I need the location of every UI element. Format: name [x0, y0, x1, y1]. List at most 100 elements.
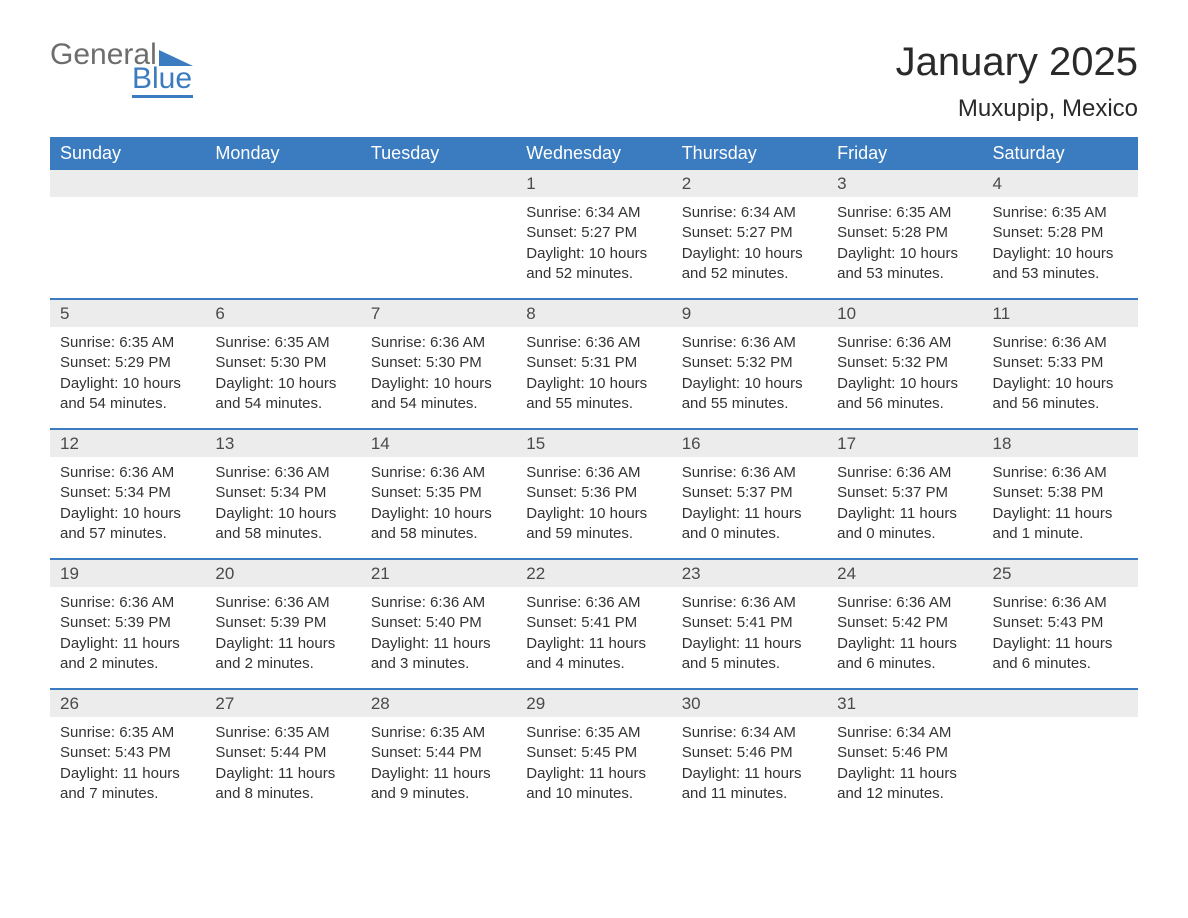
day-body: Sunrise: 6:36 AMSunset: 5:37 PMDaylight:…: [672, 457, 827, 554]
daylight-text: Daylight: 10 hours and 52 minutes.: [682, 244, 817, 285]
day-cell: 23Sunrise: 6:36 AMSunset: 5:41 PMDayligh…: [672, 560, 827, 688]
calendar: SundayMondayTuesdayWednesdayThursdayFrid…: [50, 137, 1138, 818]
daylight-text: Daylight: 10 hours and 56 minutes.: [993, 374, 1128, 415]
day-cell: 28Sunrise: 6:35 AMSunset: 5:44 PMDayligh…: [361, 690, 516, 818]
daylight-text: Daylight: 10 hours and 54 minutes.: [371, 374, 506, 415]
day-number: 22: [516, 560, 671, 587]
daylight-text: Daylight: 10 hours and 58 minutes.: [215, 504, 350, 545]
sunrise-text: Sunrise: 6:36 AM: [526, 593, 661, 613]
day-number: 20: [205, 560, 360, 587]
day-body: Sunrise: 6:36 AMSunset: 5:42 PMDaylight:…: [827, 587, 982, 684]
dow-cell: Tuesday: [361, 137, 516, 170]
day-number: 29: [516, 690, 671, 717]
day-body: Sunrise: 6:36 AMSunset: 5:40 PMDaylight:…: [361, 587, 516, 684]
sunrise-text: Sunrise: 6:34 AM: [837, 723, 972, 743]
day-body: Sunrise: 6:36 AMSunset: 5:32 PMDaylight:…: [827, 327, 982, 424]
week-row: 26Sunrise: 6:35 AMSunset: 5:43 PMDayligh…: [50, 688, 1138, 818]
day-cell: 1Sunrise: 6:34 AMSunset: 5:27 PMDaylight…: [516, 170, 671, 298]
day-cell: 26Sunrise: 6:35 AMSunset: 5:43 PMDayligh…: [50, 690, 205, 818]
week-row: 12Sunrise: 6:36 AMSunset: 5:34 PMDayligh…: [50, 428, 1138, 558]
day-cell: 27Sunrise: 6:35 AMSunset: 5:44 PMDayligh…: [205, 690, 360, 818]
sunset-text: Sunset: 5:34 PM: [60, 483, 195, 503]
day-cell: 6Sunrise: 6:35 AMSunset: 5:30 PMDaylight…: [205, 300, 360, 428]
sunset-text: Sunset: 5:31 PM: [526, 353, 661, 373]
location-label: Muxupip, Mexico: [896, 95, 1138, 123]
daylight-text: Daylight: 10 hours and 55 minutes.: [526, 374, 661, 415]
day-number: 23: [672, 560, 827, 587]
day-cell: 4Sunrise: 6:35 AMSunset: 5:28 PMDaylight…: [983, 170, 1138, 298]
daylight-text: Daylight: 11 hours and 2 minutes.: [60, 634, 195, 675]
day-number: [983, 690, 1138, 717]
daylight-text: Daylight: 10 hours and 53 minutes.: [837, 244, 972, 285]
day-cell: 30Sunrise: 6:34 AMSunset: 5:46 PMDayligh…: [672, 690, 827, 818]
day-cell: 16Sunrise: 6:36 AMSunset: 5:37 PMDayligh…: [672, 430, 827, 558]
daylight-text: Daylight: 10 hours and 52 minutes.: [526, 244, 661, 285]
sunrise-text: Sunrise: 6:36 AM: [837, 593, 972, 613]
day-cell: 8Sunrise: 6:36 AMSunset: 5:31 PMDaylight…: [516, 300, 671, 428]
daylight-text: Daylight: 10 hours and 53 minutes.: [993, 244, 1128, 285]
dow-cell: Thursday: [672, 137, 827, 170]
sunrise-text: Sunrise: 6:36 AM: [682, 333, 817, 353]
sunrise-text: Sunrise: 6:34 AM: [682, 203, 817, 223]
day-cell: 31Sunrise: 6:34 AMSunset: 5:46 PMDayligh…: [827, 690, 982, 818]
sunrise-text: Sunrise: 6:36 AM: [371, 593, 506, 613]
day-number: 25: [983, 560, 1138, 587]
sunrise-text: Sunrise: 6:35 AM: [526, 723, 661, 743]
day-body: Sunrise: 6:36 AMSunset: 5:43 PMDaylight:…: [983, 587, 1138, 684]
day-cell: 22Sunrise: 6:36 AMSunset: 5:41 PMDayligh…: [516, 560, 671, 688]
day-body: Sunrise: 6:34 AMSunset: 5:46 PMDaylight:…: [672, 717, 827, 814]
day-body: Sunrise: 6:35 AMSunset: 5:30 PMDaylight:…: [205, 327, 360, 424]
day-body: Sunrise: 6:35 AMSunset: 5:28 PMDaylight:…: [983, 197, 1138, 294]
day-body: Sunrise: 6:36 AMSunset: 5:31 PMDaylight:…: [516, 327, 671, 424]
day-body: Sunrise: 6:36 AMSunset: 5:34 PMDaylight:…: [205, 457, 360, 554]
logo-word2: Blue: [132, 64, 193, 98]
daylight-text: Daylight: 11 hours and 5 minutes.: [682, 634, 817, 675]
day-body: Sunrise: 6:35 AMSunset: 5:28 PMDaylight:…: [827, 197, 982, 294]
sunset-text: Sunset: 5:43 PM: [993, 613, 1128, 633]
day-cell: 29Sunrise: 6:35 AMSunset: 5:45 PMDayligh…: [516, 690, 671, 818]
sunset-text: Sunset: 5:32 PM: [682, 353, 817, 373]
day-cell: 12Sunrise: 6:36 AMSunset: 5:34 PMDayligh…: [50, 430, 205, 558]
sunset-text: Sunset: 5:29 PM: [60, 353, 195, 373]
sunset-text: Sunset: 5:38 PM: [993, 483, 1128, 503]
day-cell: 5Sunrise: 6:35 AMSunset: 5:29 PMDaylight…: [50, 300, 205, 428]
dow-cell: Friday: [827, 137, 982, 170]
daylight-text: Daylight: 11 hours and 2 minutes.: [215, 634, 350, 675]
sunset-text: Sunset: 5:44 PM: [371, 743, 506, 763]
sunrise-text: Sunrise: 6:35 AM: [993, 203, 1128, 223]
day-number: 12: [50, 430, 205, 457]
day-body: Sunrise: 6:35 AMSunset: 5:44 PMDaylight:…: [205, 717, 360, 814]
week-row: 1Sunrise: 6:34 AMSunset: 5:27 PMDaylight…: [50, 170, 1138, 298]
sunrise-text: Sunrise: 6:36 AM: [60, 463, 195, 483]
daylight-text: Daylight: 11 hours and 6 minutes.: [993, 634, 1128, 675]
sunset-text: Sunset: 5:32 PM: [837, 353, 972, 373]
sunset-text: Sunset: 5:46 PM: [682, 743, 817, 763]
day-body: Sunrise: 6:34 AMSunset: 5:27 PMDaylight:…: [516, 197, 671, 294]
day-number: 7: [361, 300, 516, 327]
day-number: 6: [205, 300, 360, 327]
day-number: 3: [827, 170, 982, 197]
day-body: Sunrise: 6:36 AMSunset: 5:34 PMDaylight:…: [50, 457, 205, 554]
day-number: 27: [205, 690, 360, 717]
daylight-text: Daylight: 11 hours and 6 minutes.: [837, 634, 972, 675]
daylight-text: Daylight: 11 hours and 4 minutes.: [526, 634, 661, 675]
sunset-text: Sunset: 5:40 PM: [371, 613, 506, 633]
day-number: 18: [983, 430, 1138, 457]
sunset-text: Sunset: 5:28 PM: [993, 223, 1128, 243]
sunrise-text: Sunrise: 6:35 AM: [371, 723, 506, 743]
sunset-text: Sunset: 5:37 PM: [837, 483, 972, 503]
sunrise-text: Sunrise: 6:36 AM: [682, 463, 817, 483]
day-body: Sunrise: 6:36 AMSunset: 5:41 PMDaylight:…: [672, 587, 827, 684]
sunrise-text: Sunrise: 6:35 AM: [60, 333, 195, 353]
sunset-text: Sunset: 5:39 PM: [60, 613, 195, 633]
sunrise-text: Sunrise: 6:34 AM: [682, 723, 817, 743]
day-number: 1: [516, 170, 671, 197]
day-number: 13: [205, 430, 360, 457]
day-cell: 19Sunrise: 6:36 AMSunset: 5:39 PMDayligh…: [50, 560, 205, 688]
sunset-text: Sunset: 5:33 PM: [993, 353, 1128, 373]
sunrise-text: Sunrise: 6:35 AM: [837, 203, 972, 223]
day-cell: 21Sunrise: 6:36 AMSunset: 5:40 PMDayligh…: [361, 560, 516, 688]
day-number: 16: [672, 430, 827, 457]
sunset-text: Sunset: 5:44 PM: [215, 743, 350, 763]
day-body: Sunrise: 6:36 AMSunset: 5:35 PMDaylight:…: [361, 457, 516, 554]
